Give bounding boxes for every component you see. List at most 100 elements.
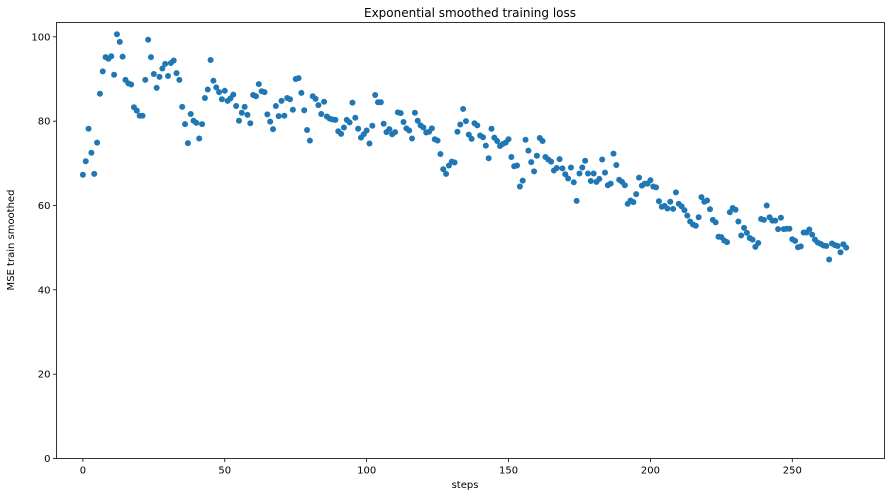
data-point <box>548 158 555 165</box>
data-point <box>369 122 376 129</box>
data-point <box>613 162 620 169</box>
x-tick-label: 100 <box>357 466 376 477</box>
data-point <box>479 134 486 141</box>
data-point <box>196 135 203 142</box>
data-point <box>281 112 288 119</box>
data-point <box>809 231 816 238</box>
data-point <box>139 112 146 119</box>
data-point <box>275 113 282 120</box>
data-point <box>519 177 526 184</box>
data-point <box>85 125 92 132</box>
data-point <box>488 125 495 132</box>
data-point <box>159 65 166 72</box>
y-tick-label: 0 <box>44 454 50 465</box>
data-point <box>414 117 421 124</box>
data-point <box>244 111 251 118</box>
data-point <box>321 98 328 105</box>
data-point <box>241 103 248 110</box>
data-point <box>119 53 126 60</box>
data-point <box>199 121 206 128</box>
data-point <box>349 99 356 106</box>
data-point <box>749 236 756 243</box>
data-point <box>562 171 569 178</box>
data-point <box>806 226 813 233</box>
data-point <box>173 70 180 77</box>
data-point <box>579 164 586 171</box>
data-point <box>301 107 308 114</box>
data-point <box>443 170 450 177</box>
data-point <box>377 99 384 106</box>
data-point <box>528 159 535 166</box>
data-point <box>582 157 589 164</box>
data-point <box>786 225 793 232</box>
data-point <box>437 151 444 158</box>
data-point <box>133 107 140 114</box>
data-point <box>218 96 225 103</box>
data-point <box>346 119 353 126</box>
data-point <box>434 137 441 144</box>
data-point <box>165 73 172 80</box>
data-point <box>576 170 583 177</box>
data-point <box>238 109 245 116</box>
data-point <box>440 166 447 173</box>
y-axis: 0 20 40 60 80 100 <box>31 32 57 465</box>
data-point <box>88 149 95 156</box>
data-point <box>454 128 461 135</box>
data-point <box>630 199 637 206</box>
data-point <box>522 136 529 143</box>
data-point <box>834 242 841 249</box>
data-point <box>482 142 489 149</box>
data-point <box>99 68 106 75</box>
data-point <box>743 229 750 236</box>
x-tick-label: 50 <box>218 466 231 477</box>
data-point <box>573 197 580 204</box>
data-point <box>468 135 475 142</box>
data-point <box>636 174 643 181</box>
data-point <box>420 124 427 131</box>
data-point <box>366 140 373 147</box>
data-point <box>590 170 597 177</box>
data-point <box>409 135 416 142</box>
y-tick-label: 40 <box>38 285 51 296</box>
data-point <box>372 92 379 99</box>
y-tick-label: 20 <box>38 370 51 381</box>
data-point <box>531 168 538 175</box>
data-point <box>570 179 577 186</box>
data-point <box>772 217 779 224</box>
data-point <box>298 89 305 96</box>
data-point <box>826 256 833 263</box>
data-point <box>760 216 767 223</box>
data-point <box>111 71 118 78</box>
data-point <box>698 194 705 201</box>
data-point <box>602 169 609 176</box>
data-point <box>775 226 782 233</box>
data-point <box>692 222 699 229</box>
data-point <box>363 127 370 134</box>
data-point <box>179 103 186 110</box>
data-point <box>647 177 654 184</box>
data-point <box>587 178 594 185</box>
x-tick-label: 150 <box>499 466 518 477</box>
data-point <box>113 31 120 38</box>
data-point <box>352 114 359 121</box>
data-point <box>610 150 617 157</box>
data-point <box>400 119 407 126</box>
data-point <box>763 202 770 209</box>
data-point <box>777 214 784 221</box>
data-point <box>270 126 277 133</box>
data-point <box>142 76 149 83</box>
data-point <box>315 102 322 109</box>
data-point <box>338 130 345 137</box>
data-point <box>655 198 662 205</box>
data-point <box>267 118 274 125</box>
data-point <box>553 164 560 171</box>
y-tick-label: 100 <box>31 32 50 43</box>
data-point <box>823 242 830 249</box>
data-point <box>494 137 501 144</box>
data-point <box>539 137 546 144</box>
data-point <box>278 97 285 104</box>
data-point <box>508 154 515 161</box>
data-point <box>621 182 628 189</box>
data-point <box>150 70 157 77</box>
